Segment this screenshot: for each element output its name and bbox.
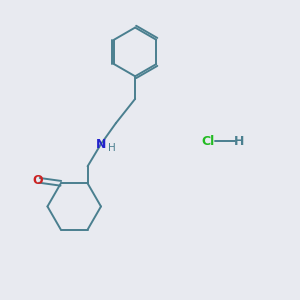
Text: N: N xyxy=(96,138,106,151)
Text: O: O xyxy=(33,174,43,187)
Text: H: H xyxy=(234,135,244,148)
Text: H: H xyxy=(108,142,116,153)
Text: Cl: Cl xyxy=(201,135,214,148)
